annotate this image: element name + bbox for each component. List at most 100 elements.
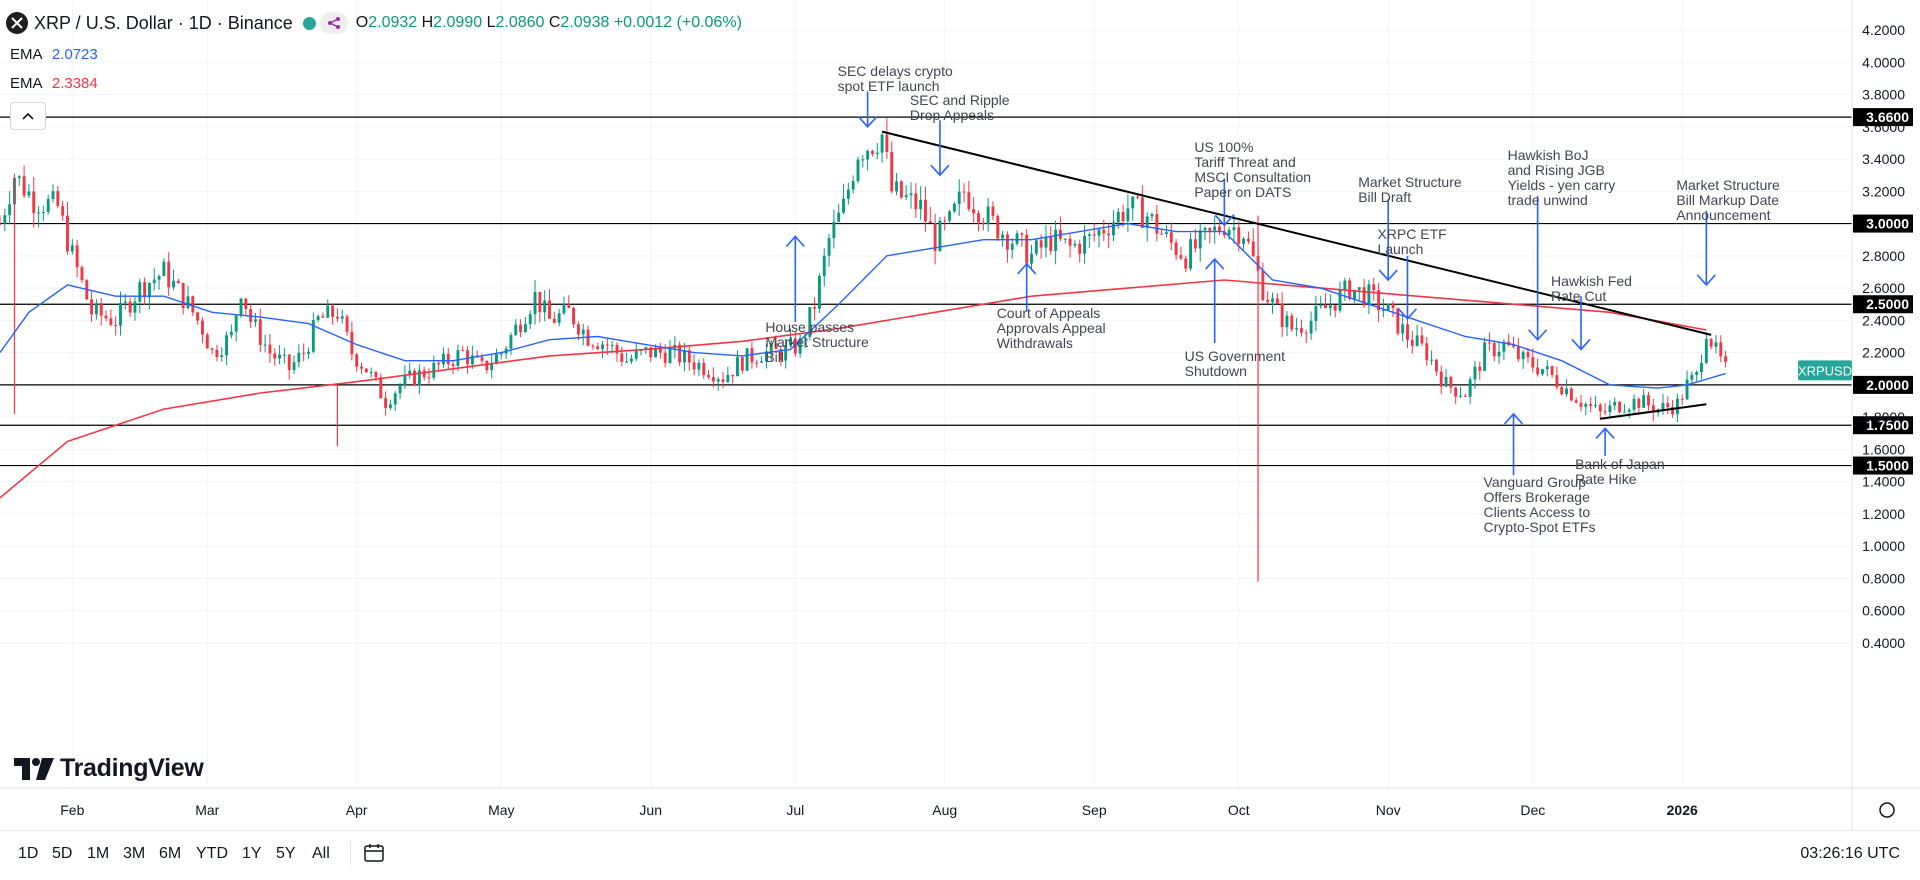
date-range-icon[interactable] (362, 841, 386, 870)
annotation-arrowhead (858, 116, 878, 128)
candle-body (919, 199, 923, 210)
candle-body (1661, 402, 1665, 410)
candle-body (422, 370, 426, 378)
timeframe-6m[interactable]: 6M (159, 845, 182, 862)
candle-body (17, 176, 21, 179)
candle-body (1594, 404, 1597, 406)
candle-body (519, 324, 523, 332)
candle-body (1357, 287, 1361, 290)
indicator-ema-slow[interactable]: EMA 2.3384 (10, 75, 98, 92)
candle-body (552, 318, 556, 323)
annotation-line: Market Structure (1676, 177, 1780, 194)
ema-lines (0, 222, 1726, 499)
candle-body (1160, 233, 1164, 235)
candle-body (543, 300, 547, 313)
candle-body (567, 303, 571, 308)
indicator-ema-fast[interactable]: EMA 2.0723 (10, 46, 98, 63)
candle-body (1569, 388, 1573, 401)
share-icon[interactable] (319, 12, 348, 34)
clock[interactable]: 03:26:16 UTC (1800, 845, 1900, 862)
candle-body (360, 366, 363, 369)
candle-body (1063, 238, 1067, 240)
annotation-line: Announcement (1676, 207, 1771, 224)
timeframe-1y[interactable]: 1Y (242, 845, 262, 862)
candle-body (432, 362, 436, 378)
candle-body (846, 189, 850, 199)
candle-body (745, 348, 749, 371)
candle-body (779, 349, 783, 361)
time-tick-label: Nov (1376, 802, 1401, 818)
candle-body (562, 303, 566, 314)
candle-body (485, 360, 489, 371)
candle-body (1613, 401, 1617, 406)
market-status[interactable] (302, 12, 348, 34)
annotation-line: US Government (1184, 348, 1286, 365)
annotation-hawkish-boj: Hawkish BoJ and Rising JGB Yields - yen ca… (1508, 147, 1616, 208)
chart-canvas[interactable]: 3.6600 3.0000 2.5000 2.0000 1.7500 1.5000 4.2… (0, 0, 1920, 830)
candle-body (1165, 232, 1168, 235)
candle-body (1227, 229, 1231, 236)
candle-body (215, 349, 219, 358)
collapse-indicators-button[interactable] (10, 102, 46, 130)
candle-body (924, 199, 927, 222)
gear-icon[interactable] (1879, 802, 1895, 818)
candle-body (697, 362, 701, 370)
candle-body (832, 221, 836, 238)
candle-body (66, 215, 69, 252)
candle-body (1275, 298, 1279, 304)
timeframe-all[interactable]: All (312, 845, 330, 862)
candle-body (668, 348, 672, 363)
candle-body (1184, 258, 1188, 269)
candle-body (1381, 310, 1385, 312)
chart-header: XRP / U.S. Dollar · 1D · Binance O2.0932… (6, 10, 742, 36)
annotation-line: Drop Appeals (909, 106, 994, 123)
candle-body (1584, 403, 1588, 407)
symbol-title[interactable]: XRP / U.S. Dollar · 1D · Binance (34, 12, 293, 33)
candle-body (133, 301, 137, 313)
candle-body (928, 221, 932, 224)
candle-body (856, 159, 860, 182)
candle-body (1155, 214, 1159, 234)
time-tick-label: Sep (1082, 802, 1107, 818)
candle-body (986, 206, 990, 225)
annotation-us-tariff: US 100% Tariff Threat and MSCI Consultatio… (1194, 139, 1312, 200)
candle-body (870, 151, 874, 154)
candle-body (128, 301, 132, 313)
candle-body (3, 215, 7, 224)
level-label-bg (1853, 295, 1913, 314)
candle-body (962, 191, 966, 193)
candle-body (1025, 234, 1029, 264)
annotation-line: MSCI Consultation (1194, 168, 1312, 185)
candle-body (417, 370, 421, 386)
annotation-line: spot ETF launch (837, 77, 940, 94)
level-label-bg (1853, 416, 1913, 435)
annotation-arrowhead (1378, 269, 1398, 282)
annotation-us-shutdown: US Government Shutdown (1185, 349, 1285, 379)
annotation-vanguard: Vanguard Group Offers Brokerage Clients Ac… (1484, 475, 1596, 535)
candle-body (909, 193, 913, 196)
timeframe-ytd[interactable]: YTD (196, 845, 228, 862)
candle-body (268, 344, 272, 354)
candle-body (1001, 234, 1005, 239)
candle-body (244, 298, 248, 309)
candle-body (904, 195, 908, 198)
candle-body (1150, 214, 1154, 217)
timeframe-1m[interactable]: 1M (87, 845, 110, 862)
candle-body (658, 347, 662, 353)
candle-body (740, 357, 744, 371)
timeframe-5d[interactable]: 5D (52, 845, 73, 862)
candle-body (875, 152, 879, 154)
timeframe-1d[interactable]: 1D (18, 845, 39, 862)
timeframe-3m[interactable]: 3M (123, 845, 146, 862)
candle-body (388, 404, 392, 408)
candle-body (1425, 343, 1429, 361)
candle-body (172, 280, 175, 288)
candle-body (692, 362, 696, 370)
annotation-line: Market Structure (765, 334, 869, 351)
candle-body (1295, 328, 1299, 330)
candle-body (1324, 305, 1327, 309)
bottom-toolbar: 1D 5D 1M 3M 6M YTD 1Y 5Y All 03:26:16 UT… (0, 830, 1920, 877)
candle-body (1097, 229, 1101, 236)
timeframe-5y[interactable]: 5Y (276, 845, 296, 862)
annotation-line: Rate Hike (1575, 471, 1637, 488)
